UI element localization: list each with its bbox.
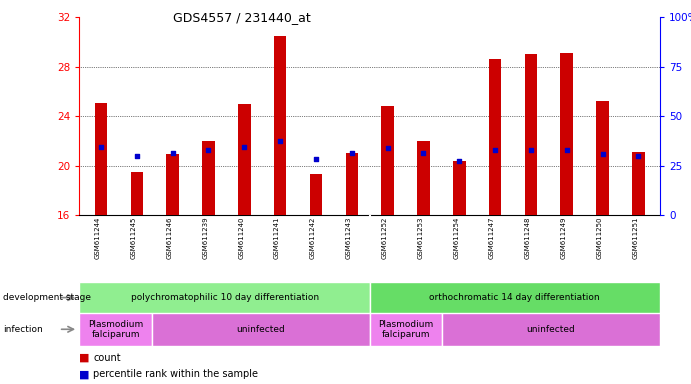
Point (418, 150, 429, 156)
Text: GSM611250: GSM611250 (596, 217, 603, 259)
Text: GSM611239: GSM611239 (202, 217, 209, 259)
Bar (370, 282, 660, 313)
Text: orthochromatic 14 day differentiation: orthochromatic 14 day differentiation (430, 293, 600, 302)
Point (454, 157, 465, 164)
Text: ■: ■ (79, 353, 90, 363)
Text: GSM611240: GSM611240 (238, 217, 245, 259)
Bar (79, 282, 370, 313)
Bar (167, 154, 179, 215)
Text: polychromatophilic 10 day differentiation: polychromatophilic 10 day differentiatio… (131, 293, 319, 302)
Point (561, 146, 572, 152)
Bar (95, 103, 107, 215)
Point (167, 150, 178, 156)
Text: GSM611246: GSM611246 (167, 217, 173, 259)
Point (633, 153, 644, 159)
Bar (310, 174, 322, 215)
Text: GSM611248: GSM611248 (525, 217, 531, 259)
Text: GSM611251: GSM611251 (632, 217, 638, 259)
Bar (417, 141, 430, 215)
Text: uninfected: uninfected (236, 325, 285, 334)
Text: Plasmodium
falciparum: Plasmodium falciparum (88, 319, 143, 339)
Text: infection: infection (3, 325, 44, 334)
Bar (596, 101, 609, 215)
Text: GSM611253: GSM611253 (417, 217, 424, 259)
Point (310, 156, 321, 162)
Bar (560, 53, 573, 215)
Bar (489, 59, 502, 215)
Text: GSM611245: GSM611245 (131, 217, 137, 259)
Bar (632, 152, 645, 215)
Text: GSM611244: GSM611244 (95, 217, 101, 259)
Bar (79, 313, 152, 346)
Point (95, 144, 106, 150)
Text: count: count (93, 353, 121, 363)
Bar (370, 313, 442, 346)
Bar (131, 172, 143, 215)
Text: uninfected: uninfected (527, 325, 576, 334)
Text: GSM611254: GSM611254 (453, 217, 460, 259)
Bar (442, 313, 660, 346)
Bar (152, 313, 370, 346)
Bar (202, 141, 215, 215)
Text: GSM611243: GSM611243 (346, 217, 352, 259)
Bar (381, 106, 394, 215)
Bar (238, 104, 251, 215)
Point (131, 153, 142, 159)
Text: GSM611249: GSM611249 (561, 217, 567, 259)
Point (489, 146, 500, 152)
Point (346, 150, 357, 156)
Point (203, 146, 214, 152)
Text: GSM611241: GSM611241 (274, 217, 280, 259)
Bar (346, 153, 358, 215)
Text: GSM611252: GSM611252 (381, 217, 388, 259)
Text: percentile rank within the sample: percentile rank within the sample (93, 369, 258, 379)
Text: GDS4557 / 231440_at: GDS4557 / 231440_at (173, 12, 311, 25)
Text: GSM611247: GSM611247 (489, 217, 495, 259)
Point (274, 138, 285, 144)
Point (239, 144, 250, 150)
Bar (524, 55, 537, 215)
Text: development stage: development stage (3, 293, 91, 302)
Point (597, 151, 608, 157)
Text: GSM611242: GSM611242 (310, 217, 316, 259)
Text: Plasmodium
falciparum: Plasmodium falciparum (379, 319, 433, 339)
Text: ■: ■ (79, 369, 90, 379)
Bar (274, 36, 286, 215)
Point (382, 145, 393, 151)
Point (525, 146, 536, 152)
Bar (453, 161, 466, 215)
